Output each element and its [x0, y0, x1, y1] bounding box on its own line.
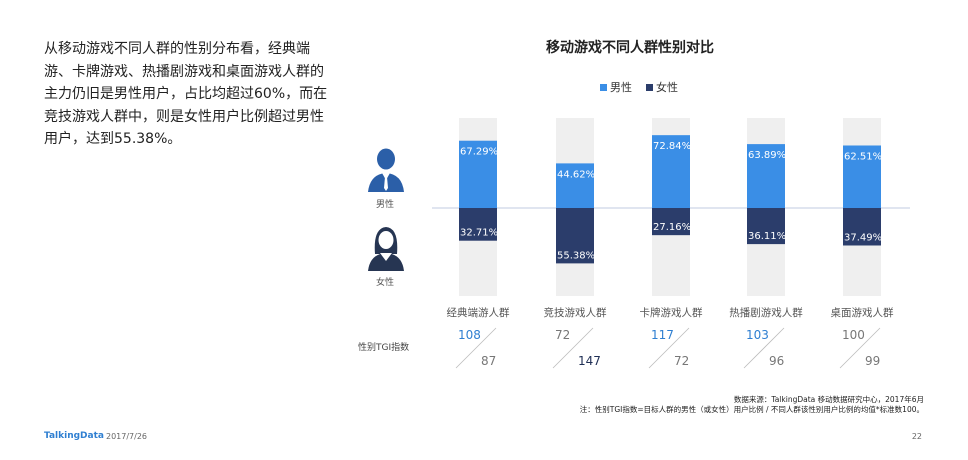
female-data-label: 36.11%: [748, 231, 786, 242]
footer-date: 2017/7/26: [106, 432, 148, 441]
legend-item-female: 女性: [646, 79, 678, 95]
female-data-label: 27.16%: [653, 222, 691, 233]
legend-swatch-female: [646, 83, 653, 91]
male-side-label: 男性: [376, 200, 395, 210]
female-side-label: 女性: [376, 278, 395, 288]
male-data-label: 63.89%: [748, 150, 786, 161]
note-line: 注：性别TGI指数=目标人群的男性（或女性）用户比例 / 不同人群该性别用户比例…: [579, 405, 924, 414]
tgi-row-label: 性别TGI指数: [358, 343, 410, 353]
tgi-female-value: 72: [674, 354, 689, 368]
male-bar: [843, 145, 881, 208]
female-bar: [747, 208, 785, 245]
tgi-female-value: 147: [578, 354, 601, 368]
tgi-divider: [648, 327, 690, 369]
intro-paragraph: 从移动游戏不同人群的性别分布看，经典端游、卡牌游戏、热播剧游戏和桌面游戏人群的主…: [44, 41, 328, 147]
legend-swatch-male: [600, 83, 607, 91]
male-person-icon: [368, 148, 404, 192]
female-bar: [652, 208, 690, 236]
male-data-label: 72.84%: [653, 141, 691, 152]
female-data-label: 55.38%: [557, 250, 595, 261]
tgi-male-value: 72: [555, 328, 570, 342]
tgi-female-value: 99: [865, 354, 880, 368]
tgi-divider: [743, 327, 785, 369]
male-data-label: 67.29%: [460, 147, 498, 158]
tgi-divider: [552, 327, 594, 369]
female-person-icon: [368, 227, 404, 271]
male-bar: [652, 135, 690, 208]
female-data-label: 32.71%: [460, 228, 498, 239]
male-data-label: 62.51%: [844, 151, 882, 162]
footer-brand-logo: TalkingData: [44, 431, 104, 441]
tgi-divider: [455, 327, 497, 369]
tgi-female-value: 96: [769, 354, 784, 368]
chart-title: 移动游戏不同人群性别对比: [546, 40, 714, 56]
male-data-label: 44.62%: [557, 169, 595, 180]
tgi-male-value: 103: [746, 328, 769, 342]
female-bar: [459, 208, 497, 241]
category-tick-label: 卡牌游戏人群: [640, 306, 703, 319]
category-tick-label: 热播剧游戏人群: [729, 306, 803, 319]
female-data-label: 37.49%: [844, 232, 882, 243]
chart-legend: 男性 女性: [600, 79, 678, 95]
male-bar: [556, 163, 594, 208]
category-tick-label: 桌面游戏人群: [831, 306, 894, 319]
tgi-male-value: 100: [842, 328, 865, 342]
page-number: 22: [911, 432, 922, 441]
source-line: 数据来源：TalkingData 移动数据研究中心，2017年6月: [733, 395, 924, 404]
legend-item-male: 男性: [600, 79, 632, 95]
male-bar: [459, 140, 497, 208]
category-tick-label: 竞技游戏人群: [544, 306, 607, 319]
male-bar: [747, 144, 785, 208]
tgi-male-value: 108: [458, 328, 481, 342]
legend-label-female: 女性: [656, 81, 678, 94]
female-bar: [556, 208, 594, 264]
source-note: 数据来源：TalkingData 移动数据研究中心，2017年6月 注：性别TG…: [580, 395, 924, 415]
female-bar: [843, 208, 881, 246]
legend-label-male: 男性: [610, 81, 632, 94]
category-tick-label: 经典端游人群: [447, 306, 510, 319]
tgi-female-value: 87: [481, 354, 496, 368]
tgi-male-value: 117: [651, 328, 674, 342]
tgi-divider: [839, 327, 881, 369]
